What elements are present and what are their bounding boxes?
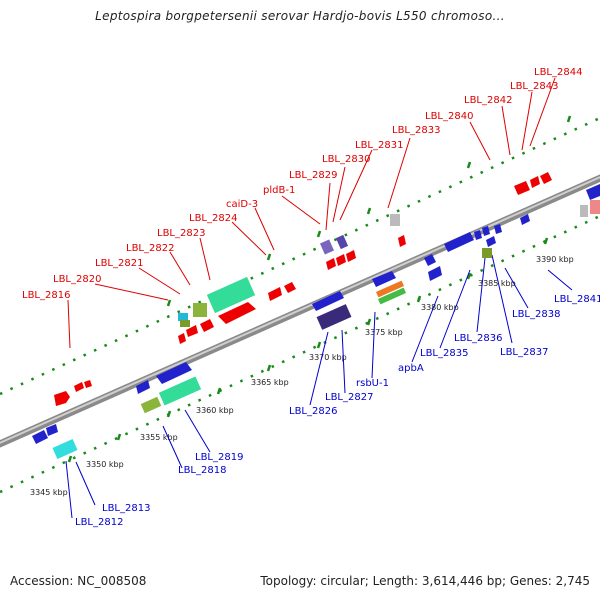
tick-label: 3390 kbp bbox=[536, 255, 574, 264]
gene-label[interactable]: LBL_2823 bbox=[157, 228, 205, 239]
gene-feature bbox=[424, 254, 436, 266]
gene-feature bbox=[52, 439, 78, 459]
gene-feature bbox=[193, 303, 207, 317]
gene-label[interactable]: LBL_2818 bbox=[178, 465, 226, 476]
gene-feature bbox=[158, 376, 202, 406]
gene-label[interactable]: LBL_2819 bbox=[195, 452, 243, 463]
gene-feature bbox=[482, 248, 492, 258]
gene-feature bbox=[530, 176, 540, 188]
gene-feature bbox=[390, 214, 400, 226]
gene-feature bbox=[336, 254, 346, 266]
gene-feature bbox=[206, 276, 256, 314]
tick-labels: 3345 kbp 3350 kbp 3355 kbp 3360 kbp 3365… bbox=[30, 255, 574, 497]
gene-label[interactable]: LBL_2842 bbox=[464, 95, 512, 106]
gene-feature bbox=[46, 424, 58, 436]
tick-label: 3385 kbp bbox=[478, 279, 516, 288]
gene-label[interactable]: LBL_2840 bbox=[425, 111, 473, 122]
gene-feature bbox=[514, 181, 530, 195]
tick-label: 3345 kbp bbox=[30, 488, 68, 497]
gene-label[interactable]: LBL_2841 bbox=[554, 294, 600, 305]
gene-feature bbox=[178, 333, 186, 344]
gene-feature bbox=[180, 320, 190, 327]
gene-feature bbox=[178, 313, 188, 321]
gene-label[interactable]: LBL_2831 bbox=[355, 140, 403, 151]
gene-label[interactable]: apbA bbox=[398, 363, 424, 374]
gene-feature bbox=[136, 380, 150, 394]
upper-leader-lines bbox=[67, 77, 556, 349]
gene-feature bbox=[312, 291, 344, 311]
tick-label: 3375 kbp bbox=[365, 328, 403, 337]
gene-label[interactable]: LBL_2820 bbox=[53, 274, 101, 285]
upper-gene-labels: LBL_2816 LBL_2820 LBL_2821 LBL_2822 LBL_… bbox=[22, 67, 582, 301]
genome-summary-text: Topology: circular; Length: 3,614,446 bp… bbox=[260, 574, 590, 588]
gene-label[interactable]: LBL_2837 bbox=[500, 347, 548, 358]
gene-label[interactable]: caiD-3 bbox=[226, 199, 258, 210]
gene-feature bbox=[319, 239, 335, 255]
gene-feature bbox=[372, 271, 396, 287]
gene-feature bbox=[590, 200, 600, 214]
gene-feature bbox=[316, 304, 352, 330]
gene-feature bbox=[54, 391, 70, 406]
gene-feature bbox=[377, 287, 407, 305]
gene-label[interactable]: LBL_2835 bbox=[420, 348, 468, 359]
gene-feature bbox=[520, 214, 530, 225]
gene-label[interactable]: LBL_2829 bbox=[289, 170, 337, 181]
gene-label[interactable]: rsbU-1 bbox=[356, 378, 389, 389]
gene-feature bbox=[268, 287, 282, 301]
gene-feature bbox=[284, 282, 296, 293]
gene-label[interactable]: LBL_2836 bbox=[454, 333, 502, 344]
gene-feature bbox=[444, 232, 474, 252]
tick-label: 3355 kbp bbox=[140, 433, 178, 442]
gene-feature bbox=[482, 226, 490, 236]
gene-label[interactable]: LBL_2838 bbox=[512, 309, 560, 320]
gene-feature bbox=[218, 302, 256, 324]
gene-label[interactable]: LBL_2827 bbox=[325, 392, 373, 403]
gene-label[interactable]: LBL_2843 bbox=[510, 81, 558, 92]
gene-feature bbox=[398, 235, 406, 247]
gene-label[interactable]: LBL_2824 bbox=[189, 213, 237, 224]
tick-label: 3370 kbp bbox=[309, 353, 347, 362]
gene-feature bbox=[474, 230, 482, 240]
gene-label[interactable]: LBL_2812 bbox=[75, 517, 123, 528]
chart-title: Leptospira borgpetersenii serovar Hardjo… bbox=[95, 9, 505, 23]
tick-label: 3365 kbp bbox=[251, 378, 289, 387]
gene-feature bbox=[156, 362, 192, 384]
gene-features bbox=[32, 172, 600, 459]
lower-leader-lines bbox=[65, 254, 573, 519]
gene-label[interactable]: LBL_2826 bbox=[289, 406, 337, 417]
gene-label[interactable]: LBL_2822 bbox=[126, 243, 174, 254]
gene-feature bbox=[74, 382, 84, 392]
gene-feature bbox=[346, 250, 356, 262]
tick-label: 3360 kbp bbox=[196, 406, 234, 415]
gene-feature bbox=[186, 325, 198, 337]
gene-feature bbox=[486, 236, 496, 247]
gene-feature bbox=[586, 184, 600, 200]
gene-label[interactable]: LBL_2833 bbox=[392, 125, 440, 136]
gene-feature bbox=[540, 172, 552, 184]
accession-text: Accession: NC_008508 bbox=[10, 574, 147, 588]
gene-label[interactable]: LBL_2821 bbox=[95, 258, 143, 269]
gene-feature bbox=[335, 234, 349, 250]
gene-feature bbox=[84, 380, 92, 388]
gene-feature bbox=[32, 430, 48, 444]
tick-label: 3350 kbp bbox=[86, 460, 124, 469]
gene-feature bbox=[200, 319, 214, 332]
gene-label[interactable]: pldB-1 bbox=[263, 185, 295, 196]
gene-feature bbox=[580, 205, 588, 217]
gene-feature bbox=[375, 280, 405, 298]
gene-label[interactable]: LBL_2813 bbox=[102, 503, 150, 514]
gene-label[interactable]: LBL_2844 bbox=[534, 67, 582, 78]
tick-label: 3380 kbp bbox=[421, 303, 459, 312]
gene-label[interactable]: LBL_2816 bbox=[22, 290, 70, 301]
gene-feature bbox=[140, 396, 162, 414]
lower-gene-labels: LBL_2812 LBL_2813 LBL_2818 LBL_2819 LBL_… bbox=[75, 294, 600, 528]
gene-label[interactable]: LBL_2830 bbox=[322, 154, 370, 165]
gene-feature bbox=[326, 258, 336, 270]
major-ticks bbox=[67, 115, 572, 463]
gene-feature bbox=[494, 224, 502, 234]
gene-feature bbox=[428, 266, 442, 281]
